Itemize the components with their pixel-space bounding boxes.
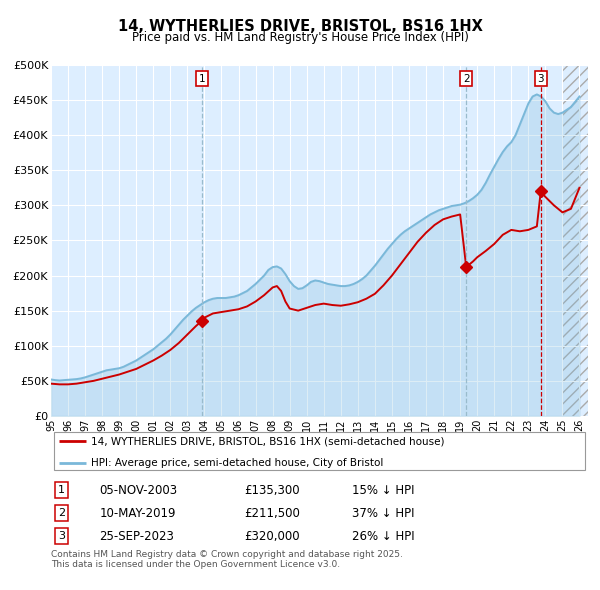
Text: 2: 2 (463, 74, 470, 84)
Text: Price paid vs. HM Land Registry's House Price Index (HPI): Price paid vs. HM Land Registry's House … (131, 31, 469, 44)
Text: 05-NOV-2003: 05-NOV-2003 (100, 484, 178, 497)
Text: 26% ↓ HPI: 26% ↓ HPI (352, 530, 415, 543)
Text: 14, WYTHERLIES DRIVE, BRISTOL, BS16 1HX (semi-detached house): 14, WYTHERLIES DRIVE, BRISTOL, BS16 1HX … (91, 437, 445, 447)
Text: 14, WYTHERLIES DRIVE, BRISTOL, BS16 1HX: 14, WYTHERLIES DRIVE, BRISTOL, BS16 1HX (118, 19, 482, 34)
Text: 10-MAY-2019: 10-MAY-2019 (100, 507, 176, 520)
Text: 15% ↓ HPI: 15% ↓ HPI (352, 484, 414, 497)
Text: £135,300: £135,300 (244, 484, 300, 497)
Text: 1: 1 (199, 74, 205, 84)
Text: 25-SEP-2023: 25-SEP-2023 (100, 530, 174, 543)
Text: 3: 3 (58, 531, 65, 541)
Text: 37% ↓ HPI: 37% ↓ HPI (352, 507, 414, 520)
Text: 3: 3 (538, 74, 544, 84)
Text: Contains HM Land Registry data © Crown copyright and database right 2025.
This d: Contains HM Land Registry data © Crown c… (51, 550, 403, 569)
Text: £320,000: £320,000 (244, 530, 300, 543)
Text: £211,500: £211,500 (244, 507, 300, 520)
Text: HPI: Average price, semi-detached house, City of Bristol: HPI: Average price, semi-detached house,… (91, 458, 383, 468)
Text: 1: 1 (58, 485, 65, 495)
FancyBboxPatch shape (53, 432, 586, 470)
Text: 2: 2 (58, 508, 65, 518)
